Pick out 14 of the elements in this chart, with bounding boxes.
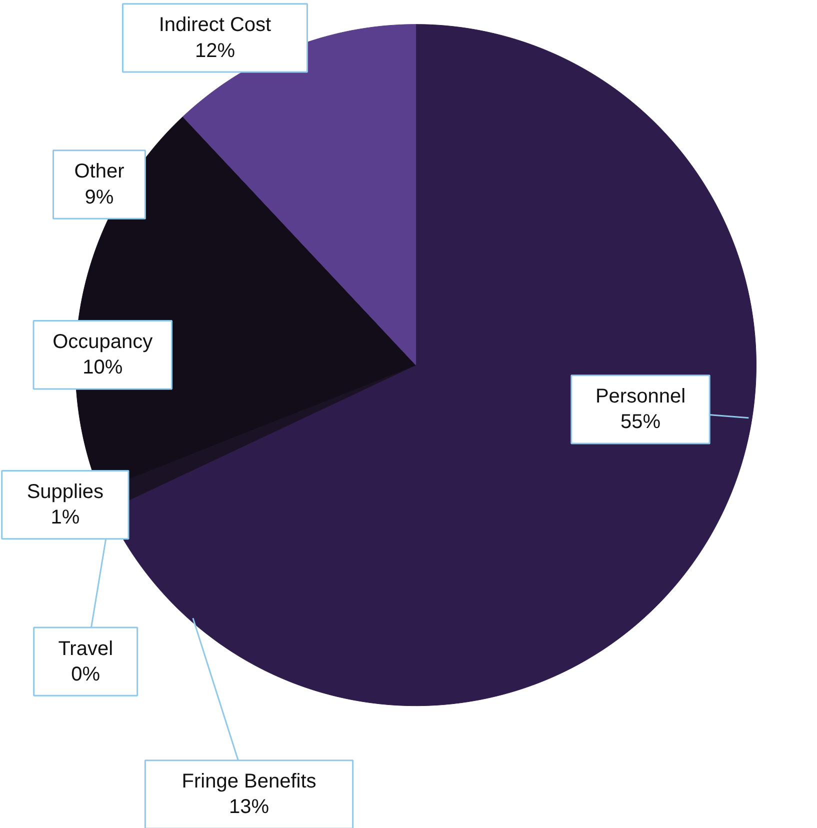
category-label: Travel	[58, 638, 114, 660]
slice-label: Personnel	[595, 386, 686, 408]
data-label: 1%	[50, 506, 80, 529]
slice-label: Other	[74, 160, 125, 183]
data-label: 13%	[228, 796, 270, 818]
data-label: 10%	[82, 356, 123, 379]
data-label: 55%	[620, 411, 661, 434]
data-label: 12%	[194, 40, 236, 62]
slice-label: Fringe Benefits	[182, 770, 316, 793]
text: 0%	[71, 663, 100, 686]
slice-label: Occupancy	[52, 331, 153, 354]
data-label: 9%	[84, 186, 114, 208]
slice-label: Supplies	[26, 481, 104, 504]
slice-label: Indirect Cost	[158, 14, 272, 36]
